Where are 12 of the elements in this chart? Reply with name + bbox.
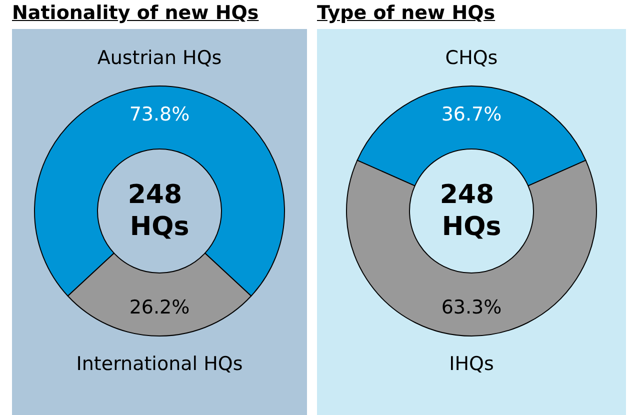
data-label: 36.7% <box>441 104 502 126</box>
chart-title: Nationality of new HQs <box>12 2 259 24</box>
data-label: 63.3% <box>441 296 502 318</box>
slice-label: IHQs <box>449 353 494 375</box>
slice-label: Austrian HQs <box>97 47 222 69</box>
text: 248 HQs <box>440 180 504 242</box>
chart-title: Type of new HQs <box>317 2 496 24</box>
data-label: 26.2% <box>129 296 190 318</box>
slice-label: CHQs <box>445 47 498 69</box>
data-label: 73.8% <box>129 104 190 126</box>
slice-label: International HQs <box>76 353 243 375</box>
text: 248 HQs <box>128 180 192 242</box>
